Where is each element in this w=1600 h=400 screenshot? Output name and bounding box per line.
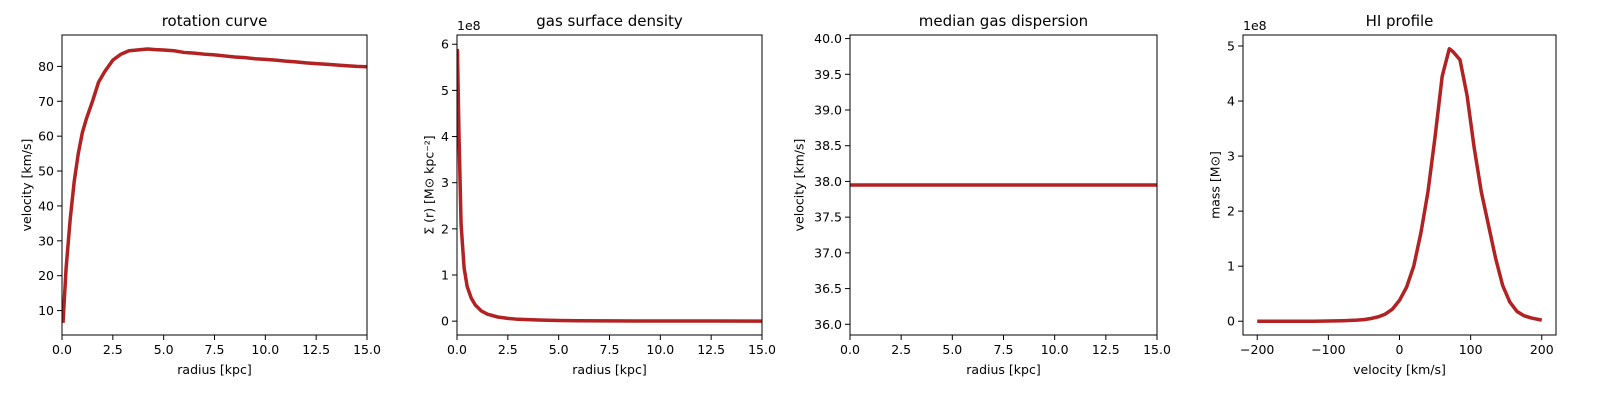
x-tick-label: 10.0 bbox=[1041, 342, 1069, 357]
y-tick-label: 20 bbox=[38, 268, 54, 283]
x-tick-label: 100 bbox=[1459, 342, 1483, 357]
x-tick-label: 15.0 bbox=[1143, 342, 1171, 357]
x-tick-label: 7.5 bbox=[994, 342, 1014, 357]
chart-title: gas surface density bbox=[536, 12, 683, 30]
x-tick-label: 7.5 bbox=[600, 342, 620, 357]
y-tick-label: 40.0 bbox=[814, 31, 842, 46]
y-axis-label: velocity [km/s] bbox=[19, 139, 34, 232]
x-tick-label: 10.0 bbox=[646, 342, 674, 357]
y-tick-label: 1 bbox=[441, 268, 449, 283]
y-axis-label: Σ (r) [M⊙ kpc⁻²] bbox=[421, 135, 436, 234]
y-tick-label: 37.0 bbox=[814, 245, 842, 260]
x-tick-label: 0.0 bbox=[447, 342, 467, 357]
y-tick-label: 4 bbox=[1227, 94, 1235, 109]
y-offset-text: 1e8 bbox=[457, 18, 481, 33]
chart-panel-1: 0.0 2.5 5.0 7.5 10.0 12.5 15.0 10 20 30 40 50 60 70 80… bbox=[19, 12, 381, 377]
y-tick-label: 39.5 bbox=[814, 67, 842, 82]
x-tick-label: 12.5 bbox=[302, 342, 330, 357]
y-tick-label: 50 bbox=[38, 164, 54, 179]
y-axis-label: mass [M⊙] bbox=[1207, 151, 1222, 219]
x-tick-label: 7.5 bbox=[205, 342, 225, 357]
y-axis-label: velocity [km/s] bbox=[792, 139, 807, 232]
y-tick-label: 36.5 bbox=[814, 281, 842, 296]
x-tick-label: 15.0 bbox=[353, 342, 381, 357]
y-tick-label: 38.0 bbox=[814, 174, 842, 189]
chart-panel-4: −200 −100 0 100 200 0 1 2 3 4 5 HI profile velocity … bbox=[1207, 12, 1557, 377]
x-tick-label: 12.5 bbox=[697, 342, 725, 357]
x-tick-label: 200 bbox=[1530, 342, 1554, 357]
axes-frame bbox=[456, 34, 763, 336]
x-tick-label: 15.0 bbox=[748, 342, 776, 357]
x-tick-label: 5.0 bbox=[154, 342, 174, 357]
x-tick-label: 5.0 bbox=[942, 342, 962, 357]
series-line bbox=[1257, 47, 1543, 323]
y-tick-label: 2 bbox=[1227, 204, 1235, 219]
y-tick-label: 5 bbox=[1227, 39, 1235, 54]
x-tick-label: 5.0 bbox=[549, 342, 569, 357]
y-tick-label: 0 bbox=[441, 314, 449, 329]
y-tick-label: 6 bbox=[441, 37, 449, 52]
chart-title: median gas dispersion bbox=[919, 12, 1088, 30]
x-axis-label: radius [kpc] bbox=[177, 362, 251, 377]
y-tick-label: 60 bbox=[38, 129, 54, 144]
y-tick-label: 80 bbox=[38, 59, 54, 74]
y-tick-label: 4 bbox=[441, 129, 449, 144]
chart-title: HI profile bbox=[1366, 12, 1434, 30]
x-axis-label: velocity [km/s] bbox=[1353, 362, 1446, 377]
series-line bbox=[457, 48, 762, 323]
x-tick-label: −200 bbox=[1240, 342, 1274, 357]
x-tick-label: 2.5 bbox=[103, 342, 123, 357]
y-tick-label: 10 bbox=[38, 303, 54, 318]
x-tick-label: 0.0 bbox=[52, 342, 72, 357]
series-line bbox=[62, 47, 367, 323]
y-tick-label: 0 bbox=[1227, 314, 1235, 329]
x-axis-label: radius [kpc] bbox=[966, 362, 1040, 377]
y-tick-label: 5 bbox=[441, 83, 449, 98]
y-tick-label: 36.0 bbox=[814, 317, 842, 332]
y-tick-label: 1 bbox=[1227, 259, 1235, 274]
chart-panel-2: 0.0 2.5 5.0 7.5 10.0 12.5 15.0 0 1 2 3 4 5 6 gas surfa… bbox=[421, 12, 776, 377]
y-tick-label: 3 bbox=[441, 175, 449, 190]
y-tick-label: 37.5 bbox=[814, 210, 842, 225]
x-tick-label: 12.5 bbox=[1092, 342, 1120, 357]
x-tick-label: 2.5 bbox=[891, 342, 911, 357]
x-tick-label: 0 bbox=[1396, 342, 1404, 357]
x-tick-label: 10.0 bbox=[251, 342, 279, 357]
x-tick-label: −100 bbox=[1311, 342, 1345, 357]
y-tick-label: 39.0 bbox=[814, 103, 842, 118]
x-tick-label: 0.0 bbox=[840, 342, 860, 357]
y-tick-label: 3 bbox=[1227, 149, 1235, 164]
y-offset-text: 1e8 bbox=[1243, 18, 1267, 33]
x-axis-label: radius [kpc] bbox=[572, 362, 646, 377]
y-tick-label: 30 bbox=[38, 233, 54, 248]
chart-panel-3: 0.0 2.5 5.0 7.5 10.0 12.5 15.0 36.0 36.5 37.0 37.5… bbox=[792, 12, 1171, 377]
y-tick-label: 2 bbox=[441, 221, 449, 236]
axes-frame bbox=[61, 34, 368, 336]
y-tick-label: 70 bbox=[38, 94, 54, 109]
axes-frame bbox=[1242, 34, 1557, 336]
y-tick-label: 38.5 bbox=[814, 138, 842, 153]
x-tick-label: 2.5 bbox=[498, 342, 518, 357]
y-tick-label: 40 bbox=[38, 198, 54, 213]
chart-title: rotation curve bbox=[162, 12, 268, 30]
